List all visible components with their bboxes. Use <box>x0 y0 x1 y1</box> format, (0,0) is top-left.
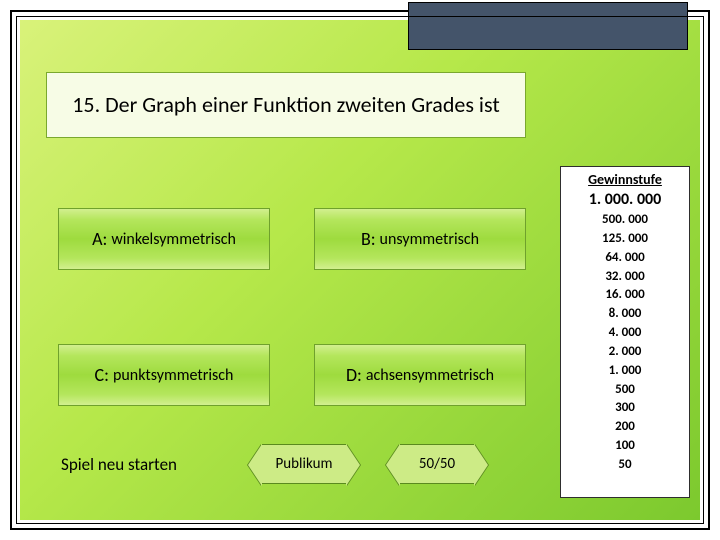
answer-c-tag: C: <box>95 364 109 386</box>
prize-ladder: Gewinnstufe 1. 000. 000 500. 000125. 000… <box>560 166 690 498</box>
question-text: 15. Der Graph einer Funktion zweiten Gra… <box>72 92 499 117</box>
prize-ladder-level: 8. 000 <box>567 305 683 324</box>
prize-ladder-level: 200 <box>567 418 683 437</box>
joker-publikum[interactable]: Publikum <box>262 444 346 484</box>
prize-ladder-level: 64. 000 <box>567 249 683 268</box>
answer-d-text: achsensymmetrisch <box>366 366 494 385</box>
prize-ladder-level: 50 <box>567 456 683 475</box>
answer-d[interactable]: D: achsensymmetrisch <box>314 344 526 406</box>
prize-ladder-level: 125. 000 <box>567 230 683 249</box>
prize-ladder-level: 32. 000 <box>567 268 683 287</box>
answer-c-text: punktsymmetrisch <box>113 366 233 385</box>
joker-publikum-label: Publikum <box>276 455 333 473</box>
answer-d-tag: D: <box>346 364 362 386</box>
answer-a[interactable]: A: winkelsymmetrisch <box>58 208 270 270</box>
prize-ladder-level: 100 <box>567 437 683 456</box>
prize-ladder-level: 2. 000 <box>567 343 683 362</box>
answer-b-tag: B: <box>361 228 376 250</box>
question-box: 15. Der Graph einer Funktion zweiten Gra… <box>46 72 526 138</box>
prize-ladder-title: Gewinnstufe <box>567 171 683 188</box>
slide-frame: 15. Der Graph einer Funktion zweiten Gra… <box>10 10 710 530</box>
title-placeholder <box>408 2 688 50</box>
prize-ladder-level: 16. 000 <box>567 286 683 305</box>
prize-ladder-level: 500 <box>567 381 683 400</box>
restart-label: Spiel neu starten <box>61 454 177 475</box>
prize-ladder-current: 1. 000. 000 <box>567 190 683 209</box>
answer-b-text: unsymmetrisch <box>380 230 480 249</box>
answer-a-text: winkelsymmetrisch <box>111 230 236 249</box>
restart-button[interactable]: Spiel neu starten <box>34 442 204 486</box>
prize-ladder-list: 500. 000125. 00064. 00032. 00016. 0008. … <box>567 211 683 475</box>
prize-ladder-level: 4. 000 <box>567 324 683 343</box>
prize-ladder-level: 1. 000 <box>567 362 683 381</box>
joker-fifty-label: 50/50 <box>419 455 455 473</box>
answer-b[interactable]: B: unsymmetrisch <box>314 208 526 270</box>
answer-a-tag: A: <box>92 228 107 250</box>
answer-c[interactable]: C: punktsymmetrisch <box>58 344 270 406</box>
joker-fifty-fifty[interactable]: 50/50 <box>400 444 474 484</box>
prize-ladder-level: 300 <box>567 399 683 418</box>
prize-ladder-level: 500. 000 <box>567 211 683 230</box>
